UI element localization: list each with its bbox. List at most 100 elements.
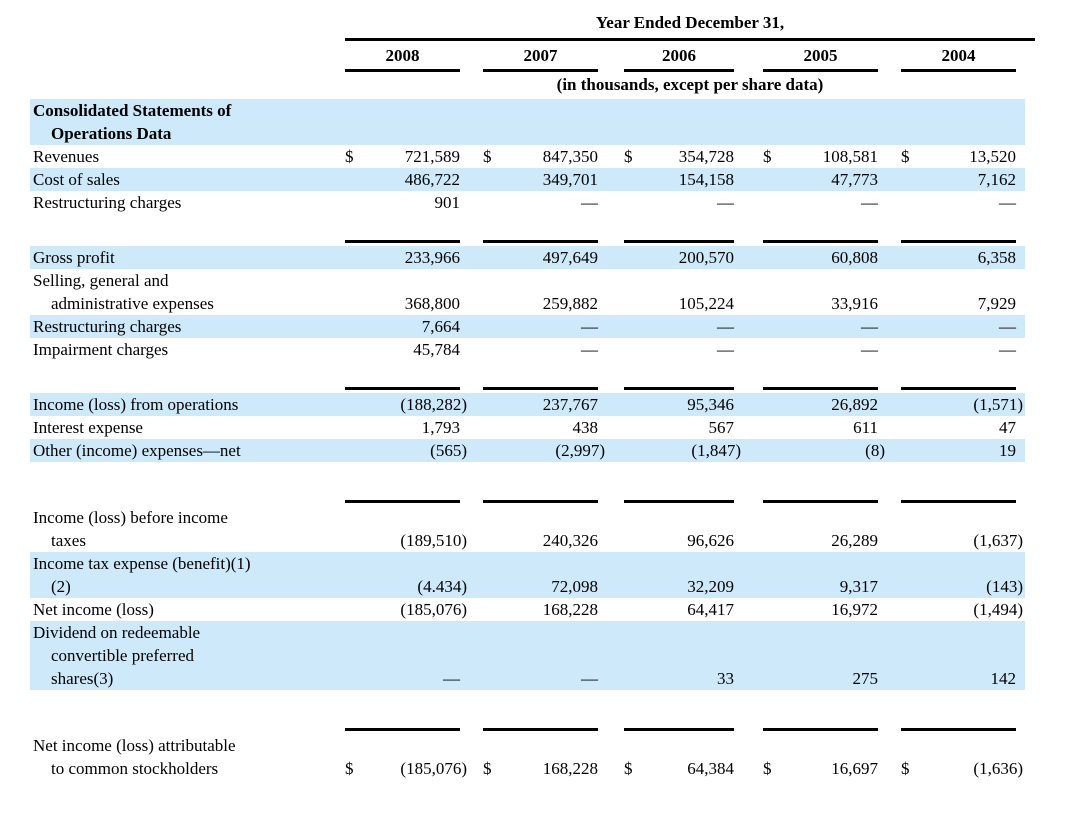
value-cell: 275 [852, 669, 879, 688]
value-cell: 95,346 [687, 395, 734, 414]
value-cell: 233,966 [404, 248, 460, 267]
value-cell: $16,697 [763, 759, 878, 778]
value-cell: — [581, 669, 598, 688]
year-column-header: 2005 [763, 44, 878, 72]
value-cell: 7,664 [421, 317, 460, 336]
value-cell: 72,098 [551, 577, 598, 596]
sum-rule [624, 240, 734, 243]
dollar-sign: $ [345, 759, 354, 778]
value-cell: — [443, 669, 460, 688]
value-cell: — [581, 193, 598, 212]
value-cell: (1,637) [973, 531, 1023, 550]
value-cell: 6,358 [977, 248, 1016, 267]
dollar-sign: $ [763, 147, 772, 166]
value-cell: 45,784 [413, 340, 460, 359]
table-row-income-from-operations: Income (loss) from operations (188,282) … [30, 393, 1025, 416]
value-cell: $168,228 [483, 759, 598, 778]
value-cell: 9,317 [839, 577, 878, 596]
subtotal-rule-row [30, 361, 1025, 393]
sum-rule [345, 500, 460, 503]
dollar-sign: $ [345, 147, 354, 166]
value-cell: 7,929 [977, 294, 1016, 313]
value-cell: $847,350 [483, 147, 598, 166]
table-title: Year Ended December 31, [595, 13, 785, 32]
value-cell: $ (185,076) [345, 759, 467, 778]
sum-rule [483, 387, 598, 390]
value-cell: 60,808 [831, 248, 878, 267]
units-note: (in thousands, except per share data) [556, 75, 824, 94]
row-label: Income tax expense (benefit)(1) (2) [33, 554, 251, 596]
value-cell: $ (1,636) [901, 759, 1023, 778]
value-cell: 901 [434, 193, 461, 212]
value-cell: 237,767 [542, 395, 598, 414]
sum-rule [901, 500, 1016, 503]
row-label: Restructuring charges [33, 193, 182, 212]
value-cell: 96,626 [687, 531, 734, 550]
row-label: Gross profit [33, 248, 115, 267]
value-cell: 611 [853, 418, 878, 437]
table-row-revenues: Revenues $721,589 $847,350 $354,728 $108… [30, 145, 1025, 168]
sum-rule [624, 500, 734, 503]
sum-rule [763, 240, 878, 243]
value-cell: — [861, 193, 878, 212]
table-row-interest-expense: Interest expense 1,793 438 567 611 47 [30, 416, 1025, 439]
value-cell: 47 [999, 418, 1016, 437]
sum-rule [763, 728, 878, 731]
row-label: Net income (loss) [33, 600, 154, 619]
value-cell: (143) [986, 577, 1023, 596]
sum-rule [763, 500, 878, 503]
value-cell: $13,520 [901, 147, 1016, 166]
value-cell: 16,972 [831, 600, 878, 619]
year-column-header: 2004 [901, 44, 1016, 72]
year-column-header: 2006 [624, 44, 734, 72]
value-cell: $721,589 [345, 147, 460, 166]
value-cell: 142 [990, 669, 1017, 688]
value-cell: 26,289 [831, 531, 878, 550]
subtotal-rule-row [30, 214, 1025, 246]
sum-rule [901, 387, 1016, 390]
value-cell: (188,282) [400, 395, 467, 414]
sum-rule [763, 387, 878, 390]
year-header-row: 2008 2007 2006 2005 2004 [30, 44, 1025, 72]
financial-statements-table: Year Ended December 31, 2008 2007 2006 2… [30, 0, 1035, 780]
dollar-sign: $ [901, 759, 910, 778]
subtotal-rule-row [30, 690, 1025, 734]
dollar-sign: $ [901, 147, 910, 166]
value-cell: 486,722 [404, 170, 460, 189]
value-cell: 1,793 [421, 418, 460, 437]
table-row-cost-of-sales: Cost of sales 486,722 349,701 154,158 47… [30, 168, 1025, 191]
value-cell: — [861, 340, 878, 359]
value-cell: 438 [572, 418, 599, 437]
value-cell: 47,773 [831, 170, 878, 189]
table-row-net-income: Net income (loss) (185,076) 168,228 64,4… [30, 598, 1025, 621]
sum-rule [624, 387, 734, 390]
value-cell: 105,224 [678, 294, 734, 313]
value-cell: (185,076) [400, 600, 467, 619]
value-cell: 240,326 [542, 531, 598, 550]
dollar-sign: $ [763, 759, 772, 778]
value-cell: $108,581 [763, 147, 878, 166]
value-cell: 64,417 [687, 600, 734, 619]
value-cell: 32,209 [687, 577, 734, 596]
sum-rule [345, 240, 460, 243]
title-underline [345, 38, 1035, 41]
value-cell: — [999, 193, 1016, 212]
year-column-header: 2008 [345, 44, 460, 72]
sum-rule [483, 500, 598, 503]
value-cell: $354,728 [624, 147, 734, 166]
row-label: Other (income) expenses—net [33, 441, 241, 460]
table-row-restructuring-charges-2: Restructuring charges 7,664 — — — — [30, 315, 1025, 338]
value-cell: — [999, 340, 1016, 359]
value-cell: 200,570 [678, 248, 734, 267]
value-cell: 349,701 [542, 170, 598, 189]
sum-rule [345, 728, 460, 731]
sum-rule [901, 728, 1016, 731]
value-cell: 19 [999, 441, 1016, 460]
table-row-income-before-taxes: Income (loss) before income taxes (189,5… [30, 506, 1025, 552]
value-cell: 154,158 [678, 170, 734, 189]
value-cell: (565) [430, 441, 467, 460]
section-title: Consolidated Statements of Operations Da… [33, 101, 232, 143]
value-cell: 368,800 [404, 294, 460, 313]
table-row-other-income-expenses: Other (income) expenses—net (565) (2,997… [30, 439, 1025, 462]
row-label: Interest expense [33, 418, 143, 437]
